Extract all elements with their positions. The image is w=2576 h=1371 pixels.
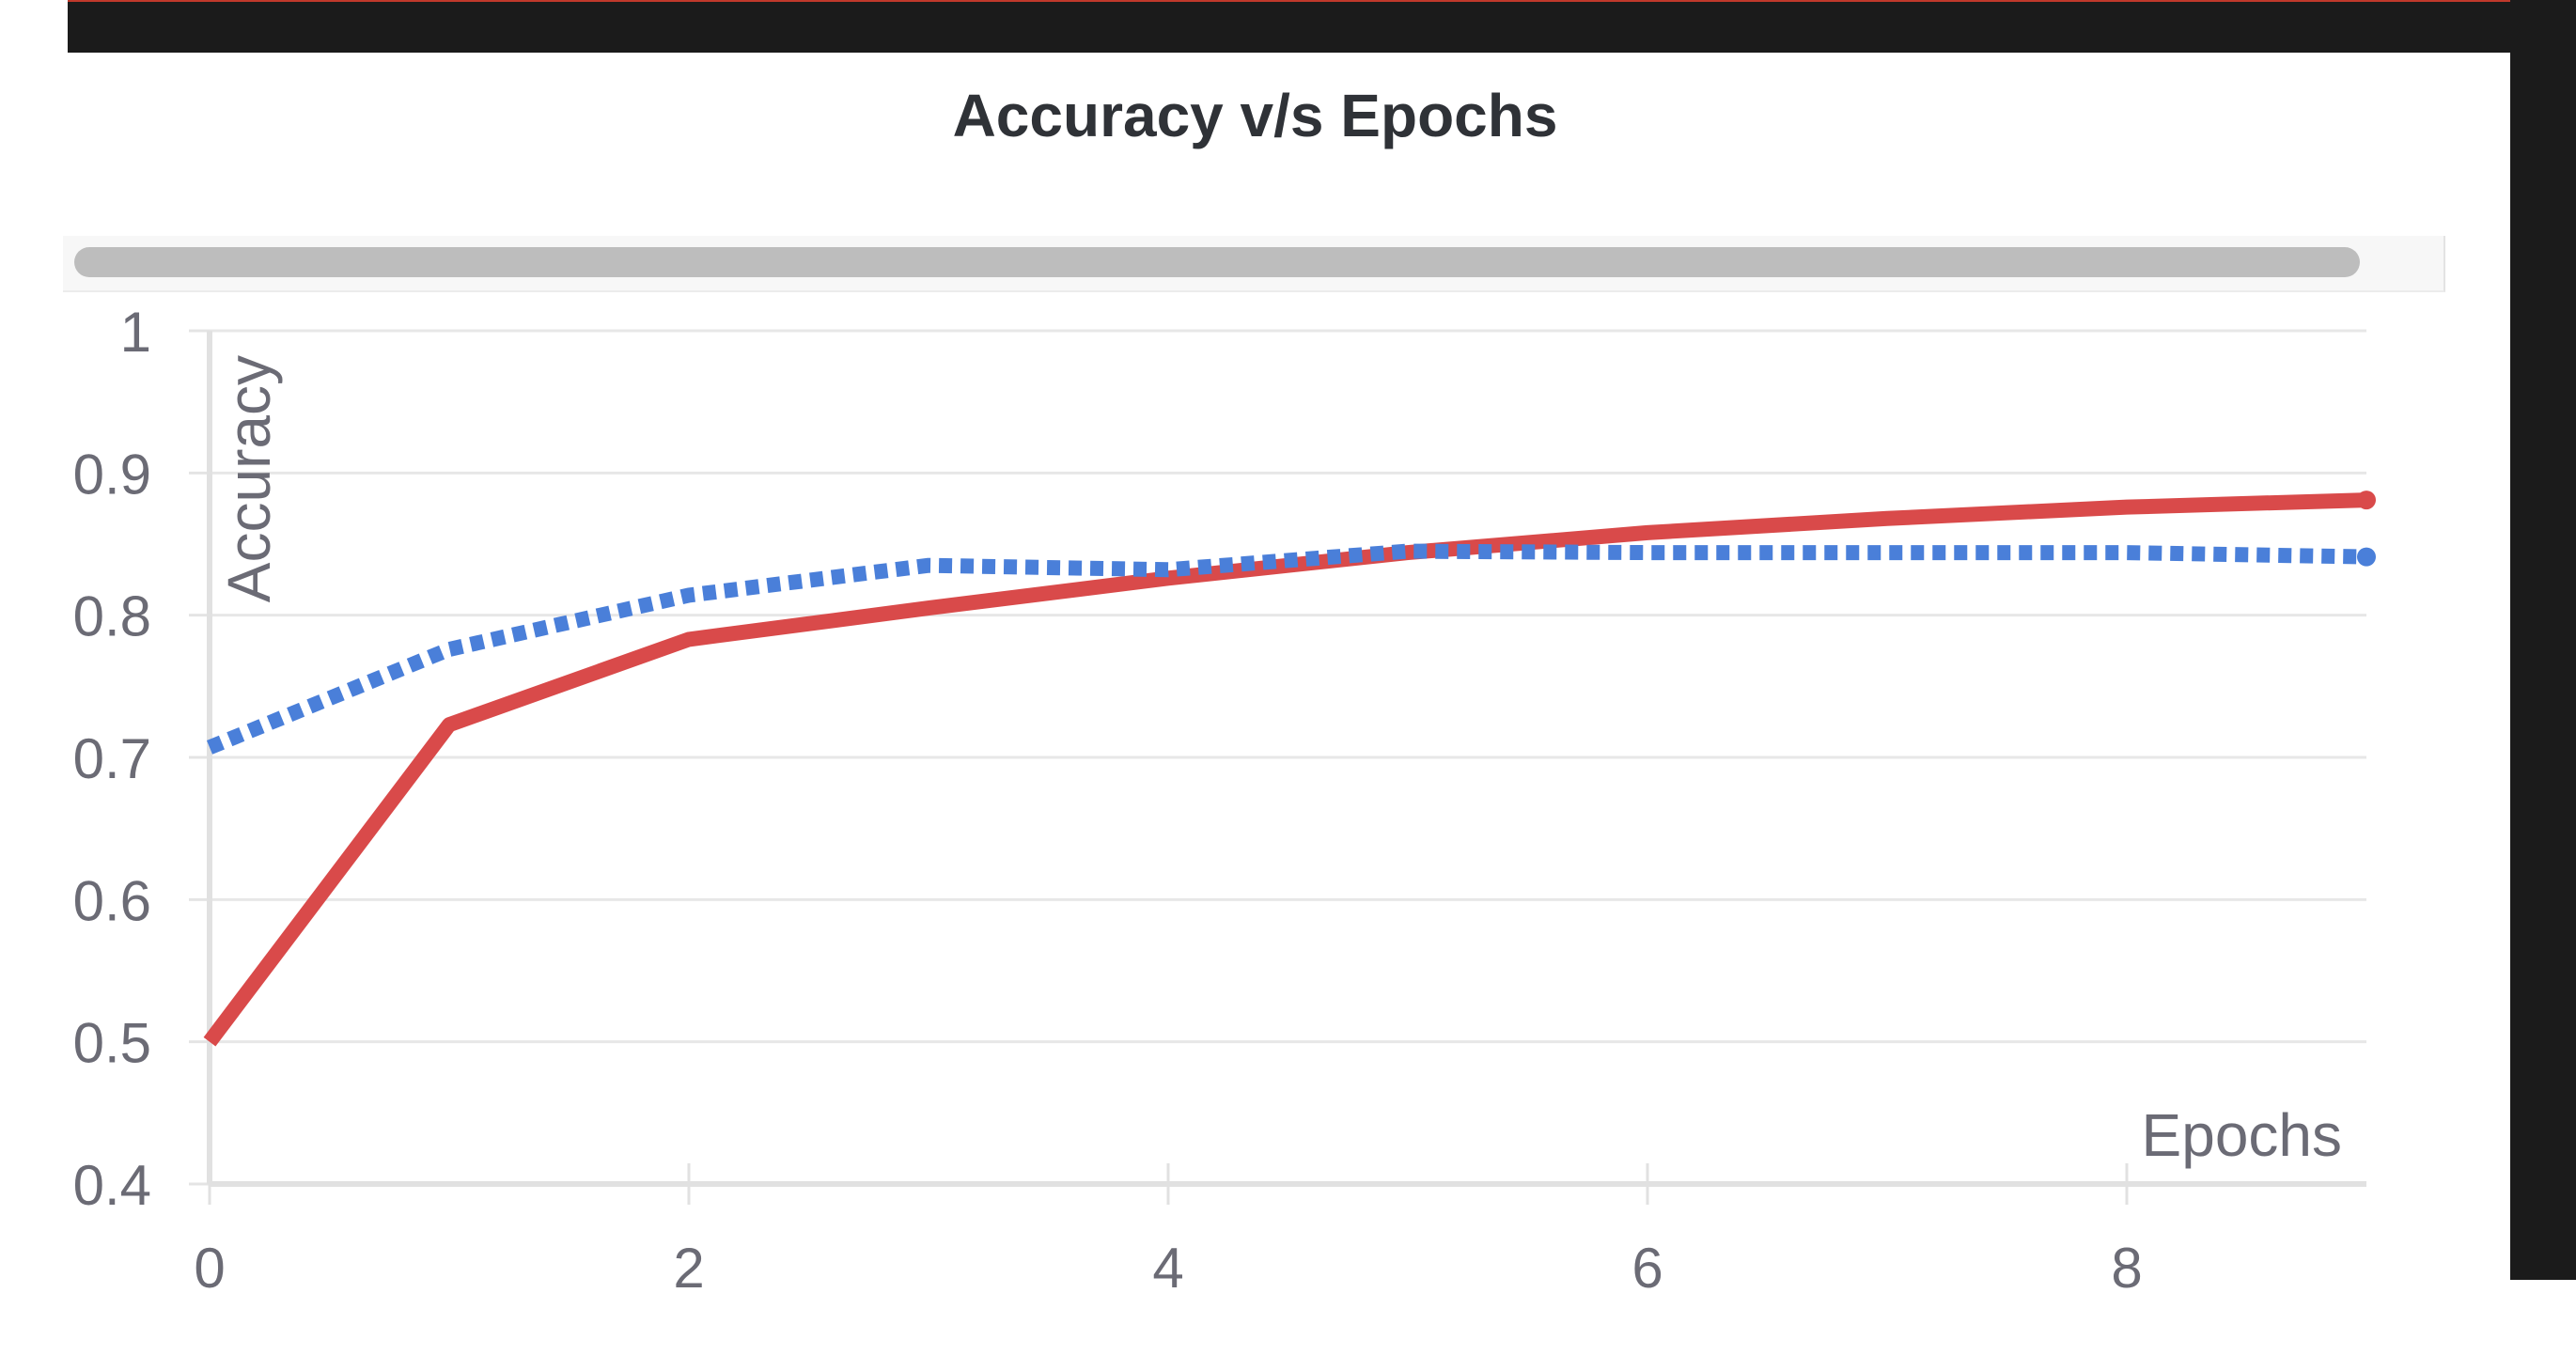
y-tick-label: 1 (120, 301, 151, 364)
scrollbar-thumb[interactable] (74, 247, 2360, 277)
series-end-point-2 (2357, 547, 2376, 567)
x-tick-label: 4 (1152, 1237, 1183, 1300)
y-tick-label: 0.7 (73, 727, 151, 790)
x-tick-label: 0 (194, 1237, 225, 1300)
x-tick-label: 6 (1631, 1237, 1663, 1300)
window-top-bar (68, 0, 2576, 55)
y-tick-label: 0.5 (73, 1012, 151, 1075)
horizontal-scrollbar[interactable] (63, 236, 2445, 292)
x-axis-title: Epochs (2142, 1101, 2342, 1169)
y-axis-title: Accuracy (215, 355, 283, 602)
series-end-point-1 (2357, 491, 2376, 510)
chart-title: Accuracy v/s Epochs (952, 82, 1558, 149)
x-tick-label: 2 (673, 1237, 704, 1300)
y-tick-label: 0.8 (73, 585, 151, 648)
x-tick-label: 8 (2111, 1237, 2142, 1300)
window-right-bar (2510, 0, 2576, 1280)
series-line-1 (203, 492, 2367, 1047)
y-tick-label: 0.6 (73, 869, 151, 932)
y-tick-label: 0.9 (73, 443, 151, 506)
y-tick-label: 0.4 (73, 1154, 151, 1217)
series-line-2 (206, 543, 2367, 755)
